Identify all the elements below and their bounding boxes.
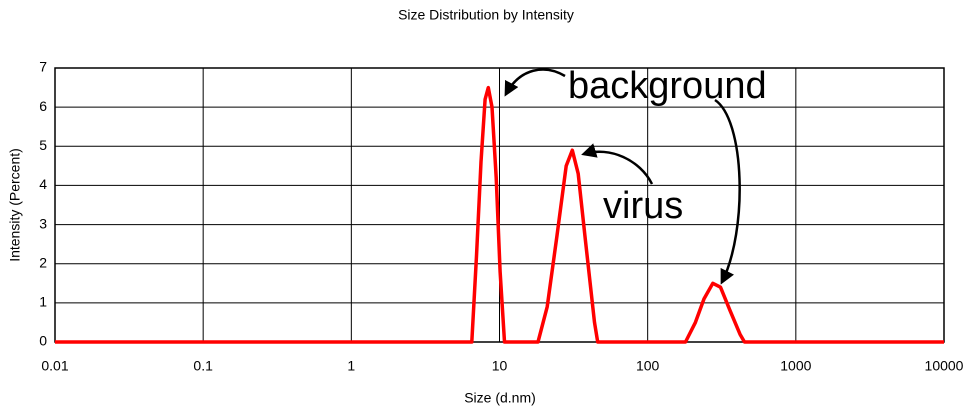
plot-area: 0 1 2 3 4 5 6 7 0.01 0.1 1 10 100 1000 10000 xyxy=(39,59,963,374)
x-tick-label: 10000 xyxy=(925,358,964,374)
chart-title: Size Distribution by Intensity xyxy=(398,7,574,23)
x-tick-label: 1000 xyxy=(780,358,811,374)
y-axis-label: Intensity (Percent) xyxy=(7,148,23,262)
arrow xyxy=(714,98,741,285)
x-tick-label: 1 xyxy=(347,358,355,374)
annotation: virus xyxy=(603,185,683,227)
x-tick-label: 0.1 xyxy=(193,358,213,374)
y-tick-label: 4 xyxy=(39,176,47,192)
x-tick-label: 100 xyxy=(636,358,660,374)
arrow xyxy=(581,143,654,185)
y-tick-label: 3 xyxy=(39,215,47,231)
y-tick-label: 6 xyxy=(39,98,47,114)
y-tick-label: 0 xyxy=(39,333,47,349)
y-tick-label: 1 xyxy=(39,294,47,310)
annotation: background xyxy=(568,65,767,107)
y-tick-label: 2 xyxy=(39,254,47,270)
y-tick-label: 7 xyxy=(39,59,47,75)
y-tick-label: 5 xyxy=(39,137,47,153)
arrow xyxy=(504,68,566,97)
plot-border xyxy=(54,67,945,343)
x-tick-label: 10 xyxy=(492,358,508,374)
data-line xyxy=(55,85,944,344)
x-axis-label: Size (d.nm) xyxy=(464,390,536,406)
x-tick-label: 0.01 xyxy=(41,358,68,374)
